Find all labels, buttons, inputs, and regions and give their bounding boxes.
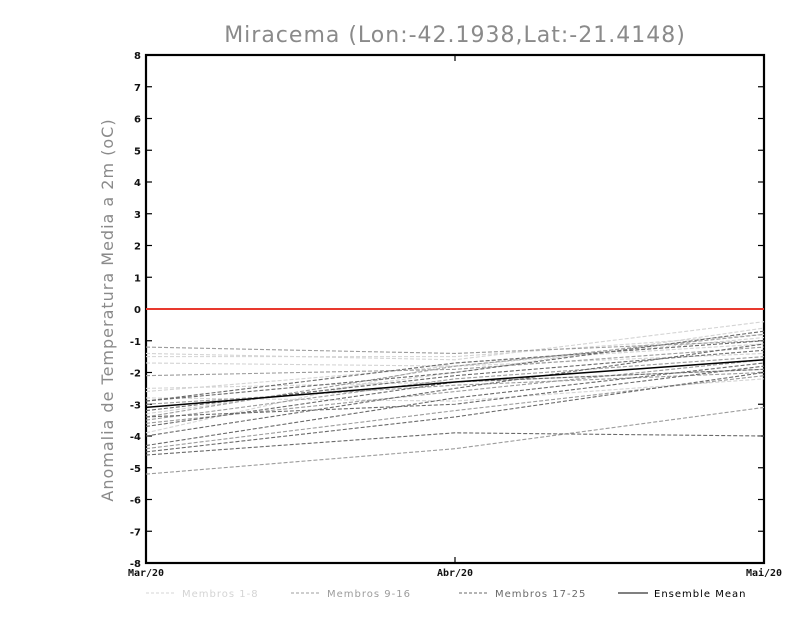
- legend: Membros 1-8 Membros 9-16 Membros 17-25 Ense…: [146, 589, 746, 600]
- series-line-m11: [145, 371, 765, 405]
- y-tick-label: 4: [134, 178, 141, 189]
- legend-label: Ensemble Mean: [654, 589, 746, 600]
- y-tick-label: 1: [134, 273, 141, 284]
- series-line-m16: [145, 333, 765, 418]
- y-tick-label: -2: [130, 369, 141, 380]
- y-tick-label: 6: [134, 115, 141, 126]
- y-tick-label: 0: [134, 305, 141, 316]
- y-tick-label: 2: [134, 242, 141, 253]
- legend-label: Membros 17-25: [495, 589, 586, 600]
- series-line-m12: [145, 356, 765, 421]
- y-tick-label: -3: [130, 400, 141, 411]
- series-line-m20: [145, 343, 765, 437]
- x-tick-label: Mar/20: [128, 568, 164, 579]
- y-tick-label: 5: [134, 146, 141, 157]
- series-line-m21: [145, 330, 765, 402]
- series-line-m25: [145, 340, 765, 402]
- y-tick-label: -4: [130, 432, 141, 443]
- legend-label: Membros 9-16: [327, 589, 411, 600]
- y-tick-label: -8: [130, 559, 141, 570]
- series-line-m24: [145, 365, 765, 418]
- series-line-m09: [145, 340, 765, 355]
- series-line-m22: [145, 371, 765, 453]
- y-tick-label: -7: [130, 527, 141, 538]
- chart-title: Miracema (Lon:-42.1938,Lat:-21.4148): [224, 23, 686, 48]
- series-line-ensemble-mean: [145, 359, 765, 409]
- series-line-m18: [145, 362, 765, 447]
- y-tick-label: 8: [134, 51, 141, 62]
- series-line-m02: [145, 337, 765, 393]
- series-line-m17: [145, 432, 765, 456]
- x-tick-label: Abr/20: [437, 568, 473, 579]
- y-tick-label: -5: [130, 464, 141, 475]
- series-line-m06: [145, 343, 765, 434]
- x-tick-label: Mai/20: [746, 567, 782, 579]
- y-tick-label: 3: [134, 210, 141, 221]
- y-tick-label: 7: [134, 83, 141, 94]
- series-line-m01: [145, 321, 765, 361]
- y-axis-label: Anomalia de Temperatura Media a 2m (oC): [98, 118, 117, 501]
- y-tick-label: -6: [130, 496, 141, 507]
- series-line-m13: [145, 406, 765, 475]
- legend-label: Membros 1-8: [182, 589, 259, 600]
- series-line-m04: [146, 333, 765, 358]
- y-tick-label: -1: [130, 337, 141, 348]
- series-line-m10: [145, 346, 765, 377]
